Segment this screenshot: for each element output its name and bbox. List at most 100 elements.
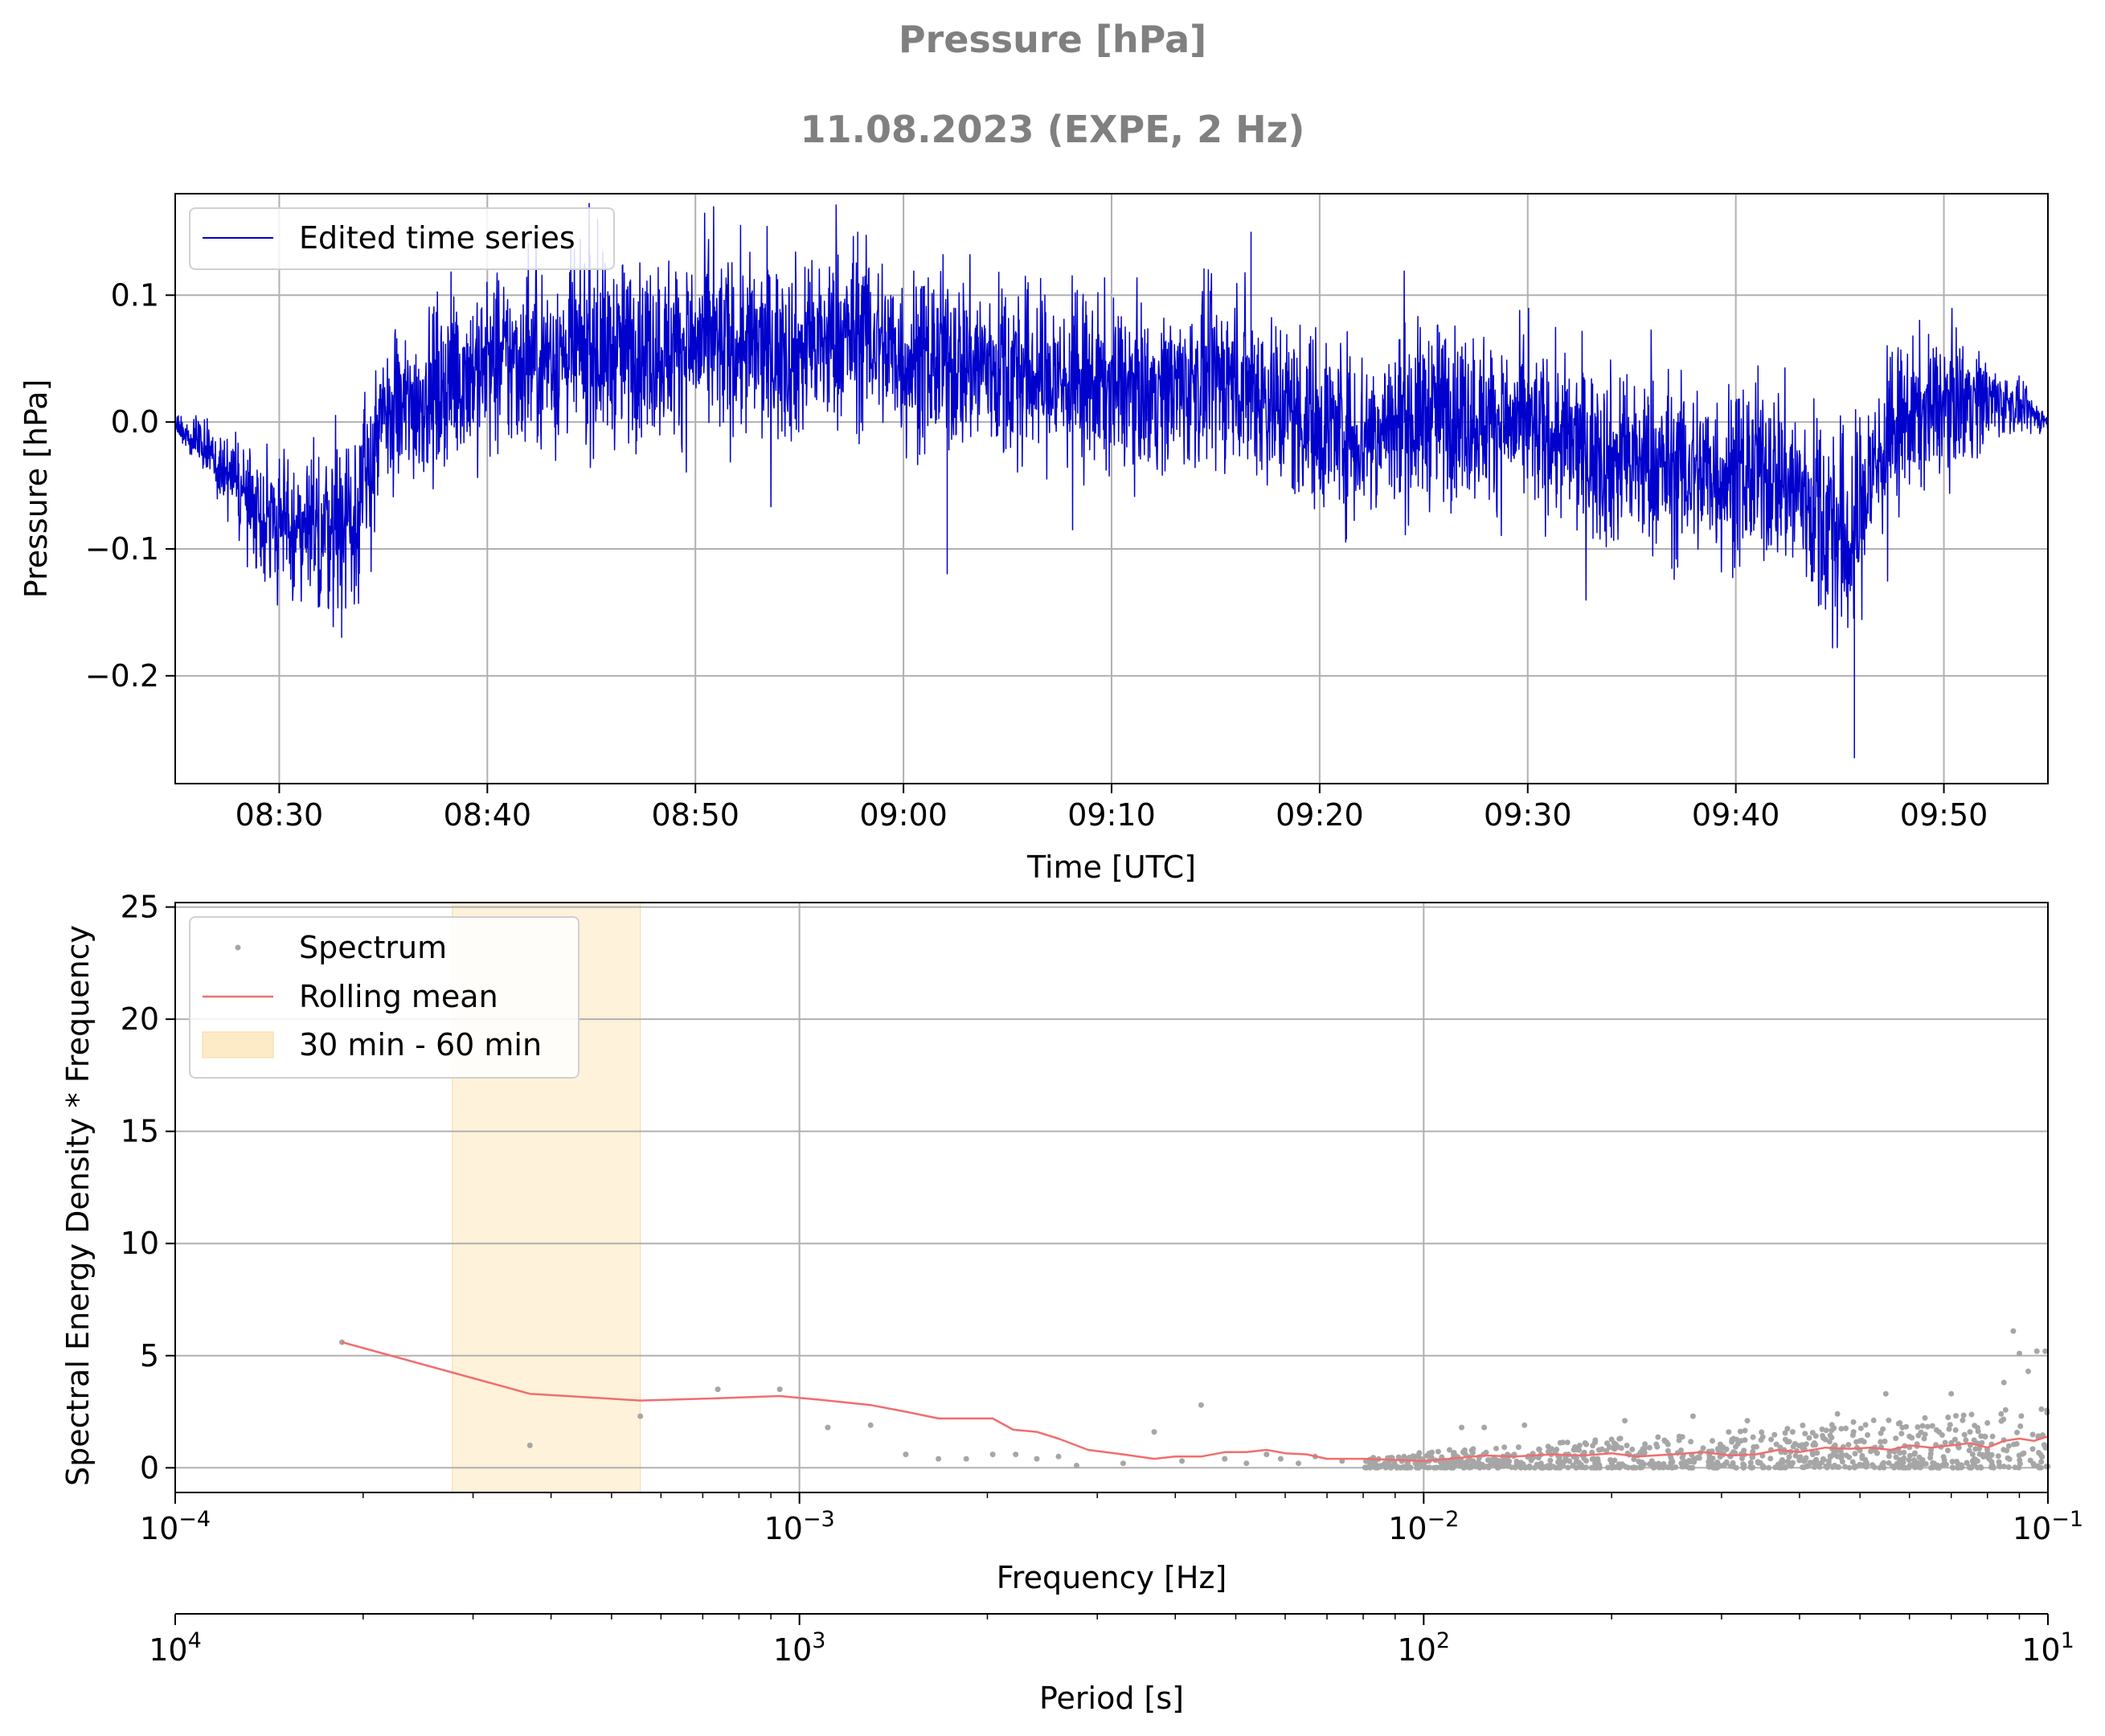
spectrum-point xyxy=(1367,1464,1374,1471)
spectrum-point xyxy=(1686,1457,1692,1464)
spectrum-point xyxy=(1842,1464,1849,1470)
tick-label-x-09-20: 09:20 xyxy=(1276,797,1364,833)
spectrum-point xyxy=(1660,1463,1666,1469)
spectrum-point xyxy=(1924,1423,1931,1430)
spectrum-point xyxy=(1803,1455,1809,1461)
spectrum-point xyxy=(2038,1406,2045,1412)
spectrum-point xyxy=(1422,1464,1428,1471)
spectrum-point xyxy=(1988,1451,1995,1458)
spectrum-point xyxy=(1775,1464,1781,1470)
spectrum-point xyxy=(1750,1464,1756,1471)
spectrum-point xyxy=(1750,1448,1756,1455)
spectrum-point xyxy=(2001,1416,2007,1423)
spectrum-point xyxy=(1886,1453,1892,1460)
spectrum-point xyxy=(2005,1464,2012,1470)
spectrum-point xyxy=(2001,1379,2007,1386)
spectrum-point xyxy=(1747,1460,1754,1466)
spectrum-point xyxy=(1729,1436,1735,1443)
spectrum-point xyxy=(1862,1422,1869,1428)
series-line-rolling-mean xyxy=(342,1341,2049,1463)
spectrum-point xyxy=(1606,1443,1612,1450)
spectrum-point xyxy=(1782,1464,1788,1470)
spectrum-axes-frame xyxy=(174,902,2049,1493)
spectrum-point xyxy=(1954,1459,1960,1464)
spectrum-point xyxy=(1850,1429,1857,1435)
legend-band-swatch xyxy=(202,1031,274,1058)
spectrum-point xyxy=(1759,1464,1766,1471)
spectrum-point xyxy=(1766,1464,1772,1471)
spectrum-point xyxy=(989,1451,996,1458)
spectrum-point xyxy=(2017,1423,2024,1429)
spectrum-point xyxy=(1629,1446,1636,1452)
spectrum-point xyxy=(1899,1464,1906,1471)
spectrum-point xyxy=(2017,1457,2023,1464)
spectrum-point xyxy=(1871,1464,1878,1471)
spectrum-point xyxy=(1974,1464,1980,1471)
spectrum-point xyxy=(1416,1464,1423,1470)
spectrum-point xyxy=(1853,1439,1860,1445)
spectrum-point xyxy=(1786,1454,1792,1460)
spectrum-point xyxy=(1809,1430,1816,1436)
spectrum-point xyxy=(1708,1460,1714,1466)
spectrum-point xyxy=(1452,1460,1459,1467)
spectrum-point xyxy=(1688,1439,1694,1445)
spectrum-point xyxy=(1777,1444,1784,1451)
spectrum-point xyxy=(903,1451,909,1458)
period-tick-label: 101 xyxy=(2021,1628,2074,1668)
tick-label-y: 20 xyxy=(121,1001,159,1037)
spectrum-point xyxy=(1949,1459,1956,1465)
frequency-tick-label: 10−1 xyxy=(2013,1507,2083,1546)
spectrum-point xyxy=(1784,1458,1791,1464)
spectrum-point xyxy=(1665,1447,1671,1454)
spectrum-point xyxy=(1546,1464,1552,1471)
spectrum-point xyxy=(1829,1435,1835,1441)
tick-label-x-08-50: 08:50 xyxy=(651,797,739,833)
spectrum-point xyxy=(1120,1460,1126,1467)
tick-label-y: 25 xyxy=(121,890,159,925)
spectrum-point xyxy=(1824,1464,1830,1471)
spectrum-point xyxy=(1669,1464,1676,1471)
spectrum-point xyxy=(1980,1454,1987,1460)
spectrum-point xyxy=(1607,1457,1614,1463)
spectrum-point xyxy=(1744,1418,1751,1424)
spectrum-point xyxy=(867,1422,874,1428)
spectrum-point xyxy=(1933,1427,1939,1433)
spectrum-point xyxy=(1555,1459,1561,1465)
spectrum-point xyxy=(1579,1463,1585,1469)
spectrum-point xyxy=(1910,1462,1916,1468)
spectrum-point xyxy=(1816,1464,1823,1470)
spectrum-point xyxy=(1811,1464,1817,1470)
spectrum-point xyxy=(1456,1458,1463,1464)
spectrum-point xyxy=(1468,1447,1475,1454)
spectrum-point xyxy=(1631,1464,1637,1471)
spectrum-point xyxy=(2040,1432,2046,1438)
spectrum-point xyxy=(1911,1457,1917,1464)
spectrum-point xyxy=(1978,1433,1984,1439)
spectrum-point xyxy=(1903,1423,1910,1430)
spectrum-point xyxy=(1944,1447,1951,1454)
spectrum-point xyxy=(1829,1422,1835,1428)
spectrum-point xyxy=(1013,1451,1019,1458)
spectrum-point xyxy=(1742,1437,1748,1443)
tick-label-x-08-40: 08:40 xyxy=(444,797,532,833)
spectrum-point xyxy=(1151,1429,1157,1435)
spectrum-point xyxy=(1034,1456,1040,1462)
y-axis-label-spectral: Spectral Energy Density * Frequency xyxy=(60,925,96,1486)
spectrum-point xyxy=(1898,1431,1905,1437)
spectrum-point xyxy=(1859,1452,1865,1459)
spectrum-point xyxy=(1534,1461,1540,1468)
spectrum-point xyxy=(1503,1459,1509,1465)
spectrum-point xyxy=(1395,1454,1402,1460)
spectrum-point xyxy=(1470,1459,1476,1465)
spectrum-point xyxy=(1919,1423,1926,1429)
spectrum-point xyxy=(1819,1426,1825,1432)
spectrum-point xyxy=(1960,1412,1967,1419)
spectrum-point xyxy=(1501,1463,1507,1469)
tick-label-y: 15 xyxy=(121,1114,159,1149)
spectrum-point xyxy=(1715,1447,1722,1454)
tick-label-y: 0.0 xyxy=(111,404,159,440)
spectrum-point xyxy=(1476,1464,1483,1471)
spectrum-point xyxy=(1945,1415,1951,1420)
spectrum-point xyxy=(1806,1435,1812,1441)
time-series-legend: Edited time series xyxy=(189,207,615,270)
